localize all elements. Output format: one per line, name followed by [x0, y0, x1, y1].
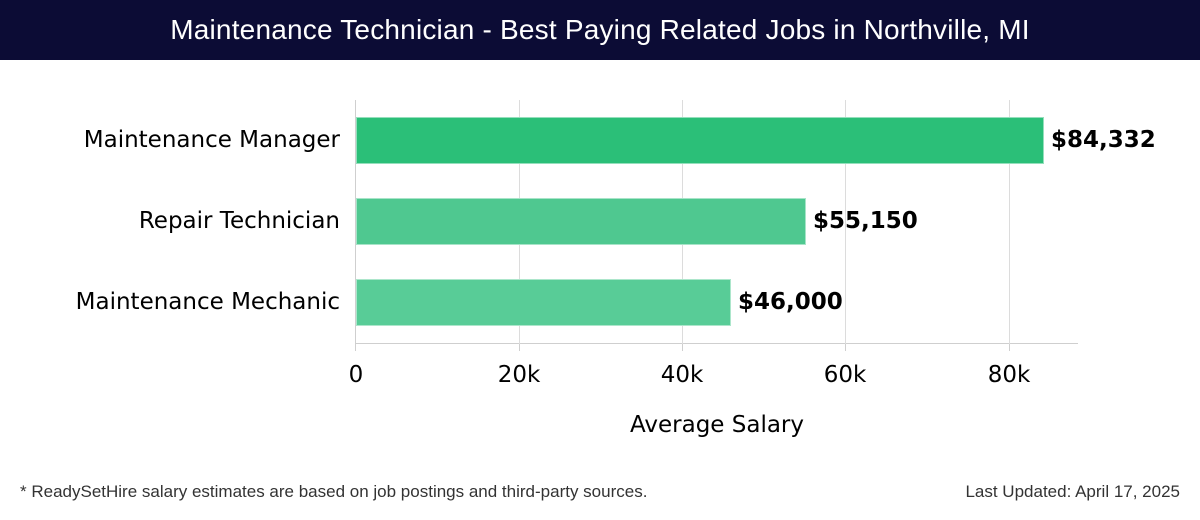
- category-label: Maintenance Mechanic: [75, 289, 340, 315]
- x-axis-title: Average Salary: [629, 412, 805, 438]
- category-label: Maintenance Manager: [83, 127, 340, 153]
- x-tick-label: 20k: [497, 362, 541, 388]
- bar-value-label: $84,332: [1051, 127, 1156, 153]
- x-tick-label: 40k: [660, 362, 704, 388]
- bar-value-label: $46,000: [738, 289, 843, 315]
- x-tick-label: 0: [348, 362, 364, 388]
- plot-area: $84,332 $55,150 $46,000: [355, 100, 1156, 351]
- last-updated-text: Last Updated: April 17, 2025: [965, 482, 1180, 501]
- bar[interactable]: [356, 198, 806, 245]
- bar-value-label: $55,150: [813, 208, 918, 234]
- gridline: [1009, 100, 1010, 344]
- x-tick-label: 60k: [823, 362, 867, 388]
- source-footnote: * ReadySetHire salary estimates are base…: [20, 482, 648, 501]
- x-tick-mark: [1009, 344, 1010, 351]
- bar[interactable]: [356, 279, 731, 326]
- chart-header: Maintenance Technician - Best Paying Rel…: [0, 0, 1200, 60]
- chart-title: Maintenance Technician - Best Paying Rel…: [170, 14, 1030, 45]
- y-axis-line: [355, 100, 356, 344]
- x-axis-line: [355, 343, 1078, 344]
- category-label: Repair Technician: [138, 208, 340, 234]
- x-tick-mark: [519, 344, 520, 351]
- x-tick-mark: [355, 344, 356, 351]
- x-tick-label: 80k: [987, 362, 1031, 388]
- bar[interactable]: [356, 117, 1044, 164]
- x-tick-mark: [845, 344, 846, 351]
- x-tick-mark: [682, 344, 683, 351]
- gridline: [845, 100, 846, 344]
